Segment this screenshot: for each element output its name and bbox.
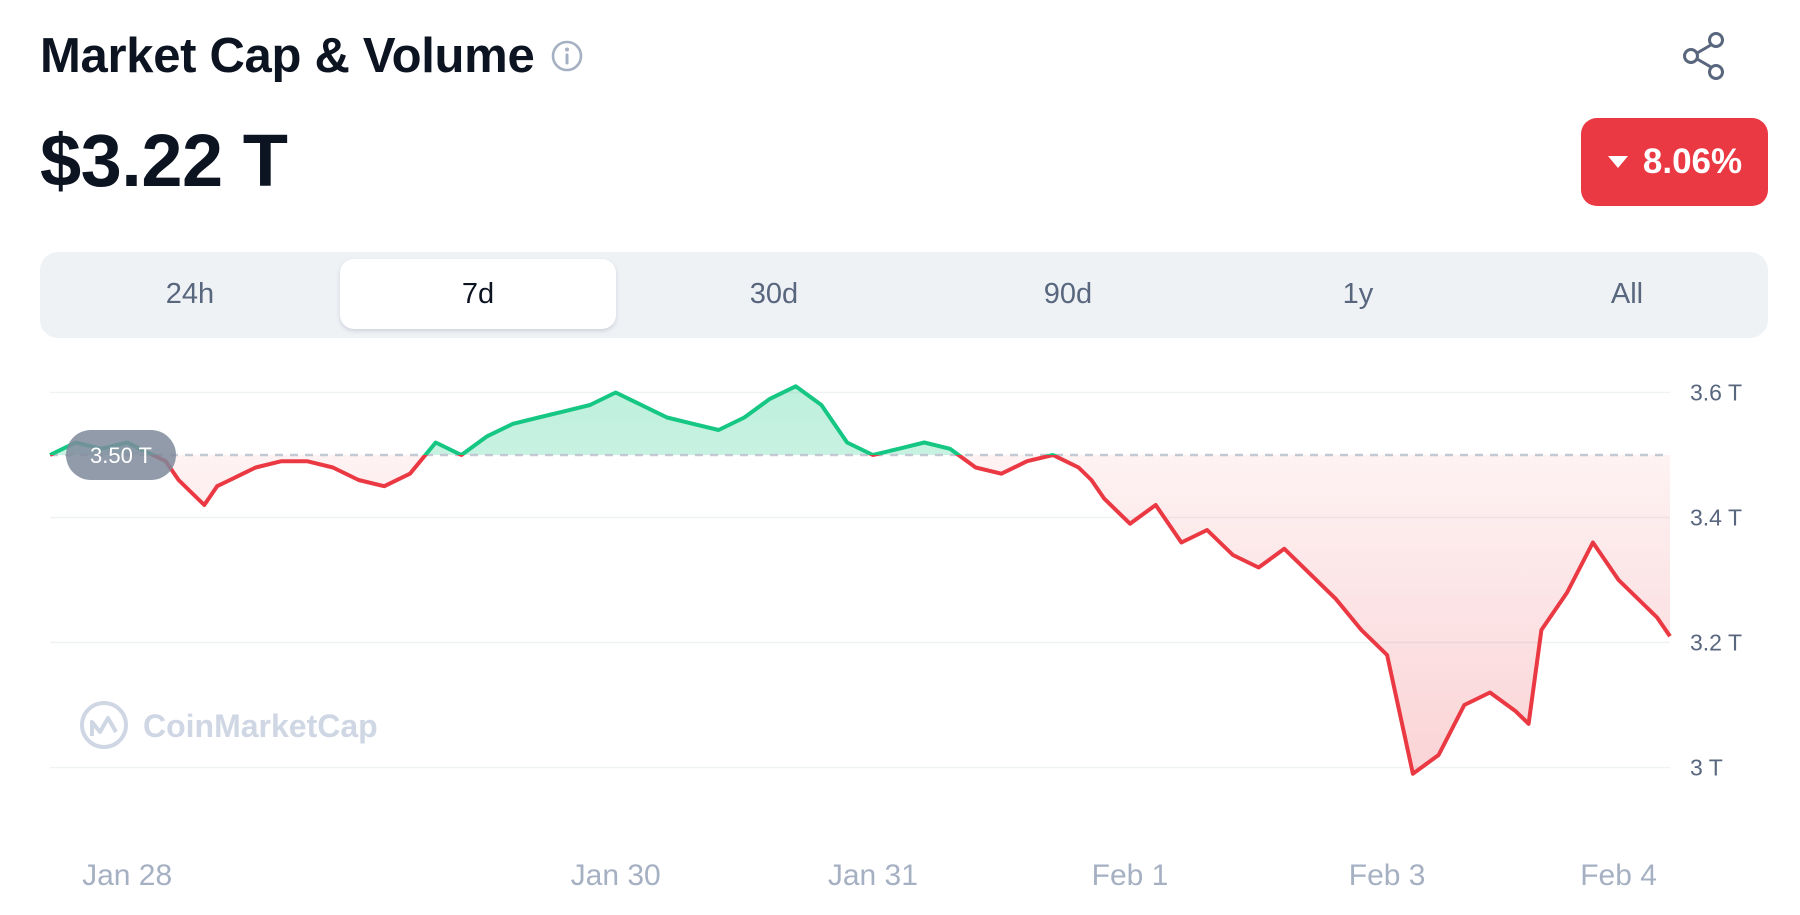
reference-label-bg xyxy=(66,430,176,480)
series-line xyxy=(49,384,1672,776)
reference-label: 3.50 T xyxy=(66,430,176,480)
y-tick-label: 3.6 T xyxy=(1690,380,1742,406)
market-cap-value: $3.22 T xyxy=(40,119,288,202)
tab-30d[interactable]: 30d xyxy=(749,277,799,310)
tab-1y[interactable]: 1y xyxy=(1342,277,1374,310)
coinmarketcap-logo-icon xyxy=(80,701,128,749)
line-below-reference xyxy=(50,455,1672,776)
timeframe-tabs: 24h 7d 30d 90d 1y All xyxy=(40,252,1768,338)
x-tick-label: Feb 1 xyxy=(1092,859,1169,892)
caret-down-icon xyxy=(1607,156,1628,168)
x-tick-label: Jan 31 xyxy=(828,859,918,892)
line-above-reference xyxy=(49,384,1058,455)
y-tick-label: 3 T xyxy=(1690,755,1723,781)
tab-24h[interactable]: 24h xyxy=(165,277,215,310)
change-value: 8.06% xyxy=(1642,142,1743,181)
chart-header: Market Cap & Volume xyxy=(40,28,584,84)
watermark-text: CoinMarketCap xyxy=(143,708,378,744)
reference-label-text: 3.50 T xyxy=(90,443,152,468)
area-below-reference xyxy=(50,455,1670,774)
area-fill xyxy=(50,386,1670,774)
x-axis-ticks: Jan 28 Jan 30 Jan 31 Feb 1 Feb 3 Feb 4 xyxy=(82,859,1657,892)
change-badge: 8.06% xyxy=(1581,118,1768,206)
tab-7d[interactable]: 7d xyxy=(340,259,616,329)
tab-90d[interactable]: 90d xyxy=(1043,277,1093,310)
y-tick-label: 3.4 T xyxy=(1690,505,1742,531)
y-axis-ticks: 3 T 3.2 T 3.4 T 3.6 T xyxy=(1690,380,1742,781)
y-tick-label: 3.2 T xyxy=(1690,630,1742,656)
chart-title: Market Cap & Volume xyxy=(40,29,535,83)
share-icon[interactable] xyxy=(1678,30,1730,82)
x-tick-label: Feb 3 xyxy=(1349,859,1426,892)
tab-all[interactable]: All xyxy=(1610,277,1644,310)
info-circle-icon[interactable] xyxy=(550,39,584,73)
market-cap-chart: CoinMarketCap 3.50 T 3 T3.2 T3.4 T3.6 T … xyxy=(49,380,1742,892)
coinmarketcap-watermark: CoinMarketCap xyxy=(80,701,378,749)
x-tick-label: Jan 28 xyxy=(82,859,172,892)
x-tick-label: Jan 30 xyxy=(571,859,661,892)
x-tick-label: Feb 4 xyxy=(1580,859,1657,892)
